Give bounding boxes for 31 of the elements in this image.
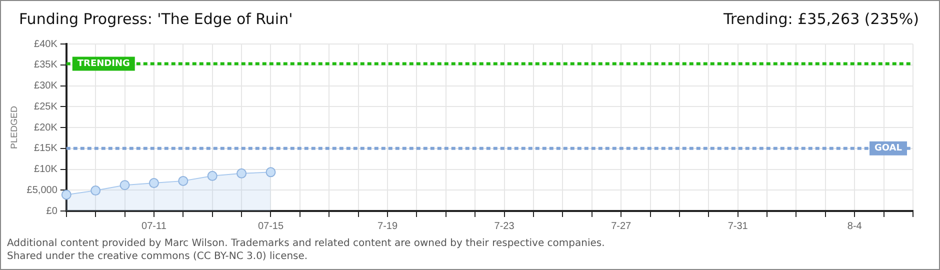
x-tick-label: 8-4: [847, 220, 862, 232]
chart-title: Funding Progress: 'The Edge of Ruin': [19, 10, 293, 28]
x-tick-label: 7-27: [611, 220, 632, 232]
y-tick-label: £10K: [34, 164, 58, 175]
x-tick-label: 7-23: [494, 220, 515, 232]
x-tick-label: 7-31: [728, 220, 748, 232]
y-tick-label: £5,000: [26, 184, 58, 196]
y-tick-label: £30K: [34, 80, 58, 92]
point: [148, 178, 159, 188]
ref-line-label: TRENDING: [77, 59, 130, 70]
y-tick-label: £25K: [34, 101, 58, 112]
x-tick-label: 07-15: [258, 220, 284, 232]
y-tick-label: £40K: [34, 38, 58, 50]
x-tick-label: 07-11: [142, 220, 167, 232]
point: [178, 176, 188, 186]
y-tick-label: £20K: [34, 122, 58, 134]
text: Additional content provided by Marc Wilson. Trademarks and related content are owned by their respective companies.: [7, 237, 605, 250]
y-tick-label: £35K: [34, 60, 58, 71]
chart-subtitle: Trending: £35,263 (235%): [724, 10, 919, 28]
point: [61, 190, 72, 200]
text: Shared under the creative commons (CC BY-NC 3.0) license.: [7, 250, 309, 263]
point: [266, 167, 276, 178]
point: [236, 168, 247, 178]
x-tick-label: 7-19: [378, 220, 398, 232]
y-tick-label: £15K: [34, 143, 58, 154]
point: [207, 170, 218, 181]
ref-line-label: GOAL: [874, 144, 902, 154]
y-tick-label: £0: [46, 206, 58, 217]
y-axis-title: PLEDGED: [8, 105, 19, 150]
point: [90, 186, 101, 196]
point: [120, 180, 130, 190]
